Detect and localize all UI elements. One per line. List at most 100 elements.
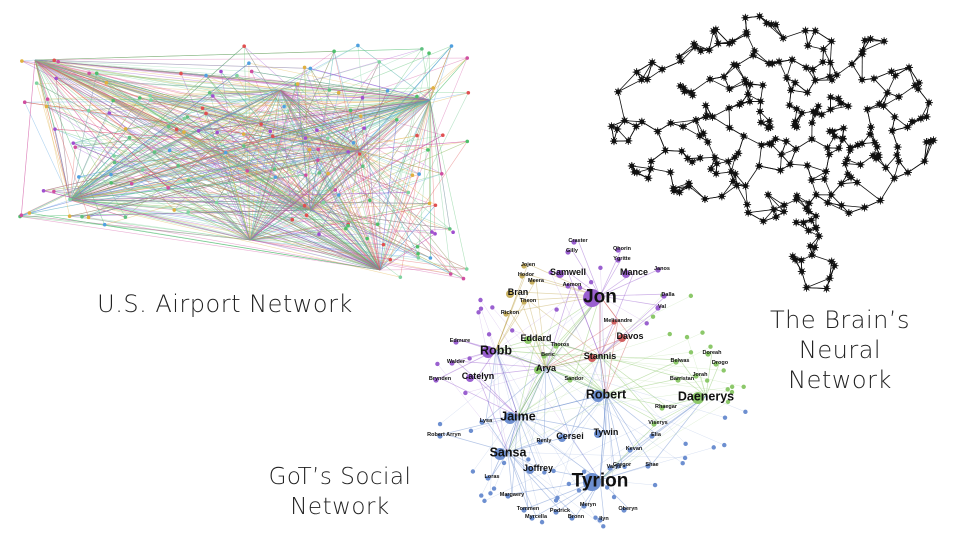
got-character-label: Viserys — [648, 420, 667, 426]
got-character-label: Qhorin — [613, 246, 632, 252]
got-node — [534, 366, 542, 374]
got-node — [571, 239, 577, 245]
got-character-label: Jojen — [521, 262, 536, 268]
got-character-label: Renly — [537, 438, 553, 444]
got-node — [713, 361, 719, 367]
got-character-label: Gilly — [566, 248, 579, 254]
got-character-label: Daenerys — [678, 389, 734, 403]
got-character-label: Bran — [508, 287, 529, 297]
got-node — [659, 405, 665, 411]
got-node — [556, 270, 564, 278]
got-node — [651, 421, 657, 427]
got-node — [607, 465, 613, 471]
got-character-label: Walder — [447, 359, 466, 365]
got-caption-line-2: Network — [290, 494, 390, 520]
got-node — [553, 343, 559, 349]
got-node — [693, 373, 699, 379]
brain-network-graphic — [600, 0, 955, 300]
got-character-label: Jorah — [693, 372, 709, 378]
got-character-label: Podrick — [550, 508, 571, 514]
got-character-label: Thoros — [551, 342, 570, 348]
got-character-label: Kevan — [626, 446, 643, 452]
got-character-label: Theon — [520, 298, 537, 304]
got-node — [504, 412, 516, 424]
got-node — [661, 293, 667, 299]
got-character-label: Eddard — [520, 333, 551, 343]
got-node — [485, 475, 491, 481]
airport-network-graphic — [10, 30, 480, 300]
got-node — [503, 311, 509, 317]
got-character-label: Oberyn — [618, 506, 638, 512]
got-character-label: Joffrey — [523, 463, 553, 473]
got-node — [558, 434, 566, 442]
got-node — [437, 433, 443, 439]
got-character-label: Cersei — [556, 431, 584, 441]
got-node — [621, 507, 627, 513]
got-character-label: Robert — [586, 387, 627, 401]
got-node — [649, 433, 655, 439]
got-character-label: Varys — [607, 464, 622, 470]
got-character-label: Meryn — [580, 502, 597, 508]
got-character-label: Drogo — [712, 360, 729, 366]
got-node — [433, 377, 439, 383]
got-character-label: Hodor — [518, 272, 535, 278]
got-character-label: Jaime — [500, 409, 535, 423]
got-character-label: Jon — [583, 287, 617, 308]
got-character-label: Edmure — [450, 338, 470, 344]
got-node — [618, 334, 626, 342]
got-character-label: Tywin — [594, 427, 619, 437]
got-node — [494, 448, 506, 460]
got-node — [553, 509, 559, 515]
got-character-label: Davos — [616, 331, 643, 341]
got-character-label: Robb — [480, 343, 512, 357]
got-node — [627, 447, 633, 453]
got-node — [675, 377, 681, 383]
got-node — [466, 374, 474, 382]
got-character-label: Mance — [620, 267, 648, 277]
got-character-label: Rickon — [501, 310, 520, 316]
got-node — [655, 305, 661, 311]
got-network-svg: Tyrion Jon Daenerys Robb Jaime Sansa Robert Sta… — [427, 238, 748, 529]
got-node — [521, 299, 527, 305]
got-node — [645, 463, 651, 469]
got-character-label: Loras — [485, 474, 500, 480]
got-node — [583, 473, 601, 491]
got-node — [594, 430, 602, 438]
airport-nodes — [18, 43, 471, 281]
got-character-label: Beric — [541, 352, 555, 358]
got-node — [655, 267, 661, 273]
got-character-label: Dalla — [661, 292, 675, 298]
got-node — [588, 354, 596, 362]
got-character-label: Shae — [645, 462, 658, 468]
got-character-label: Bronn — [568, 514, 585, 520]
got-node — [505, 493, 511, 499]
got-character-label: Margaery — [500, 492, 525, 498]
got-node — [611, 319, 617, 325]
got-node — [615, 257, 621, 263]
got-node — [581, 503, 587, 509]
got-node — [622, 270, 630, 278]
got-node — [506, 290, 514, 298]
got-node — [615, 463, 621, 469]
got-character-label: Doreah — [703, 350, 723, 356]
got-character-label: Lysa — [480, 418, 493, 424]
got-node — [537, 439, 543, 445]
got-minor-nodes — [435, 265, 748, 529]
airport-caption: U.S. Airport Network — [97, 290, 353, 318]
got-character-label: Craster — [568, 238, 588, 244]
got-character-label: Tommen — [517, 506, 540, 512]
got-node — [592, 390, 604, 402]
got-character-label: Ygritte — [613, 256, 630, 262]
got-node — [526, 466, 534, 474]
got-character-label: Janos — [654, 266, 670, 272]
got-node — [453, 339, 459, 345]
brain-nodes — [607, 12, 938, 293]
got-node — [565, 283, 571, 289]
got-character-label: Arya — [536, 363, 557, 373]
got-character-label: Tyrion — [572, 471, 629, 492]
brain-network-svg — [607, 12, 938, 293]
got-character-label: Sandor — [565, 376, 585, 382]
got-node — [449, 360, 455, 366]
got-character-label: Melisandre — [604, 318, 633, 324]
got-nodes: Tyrion Jon Daenerys Robb Jaime Sansa Robert Sta… — [427, 238, 734, 523]
